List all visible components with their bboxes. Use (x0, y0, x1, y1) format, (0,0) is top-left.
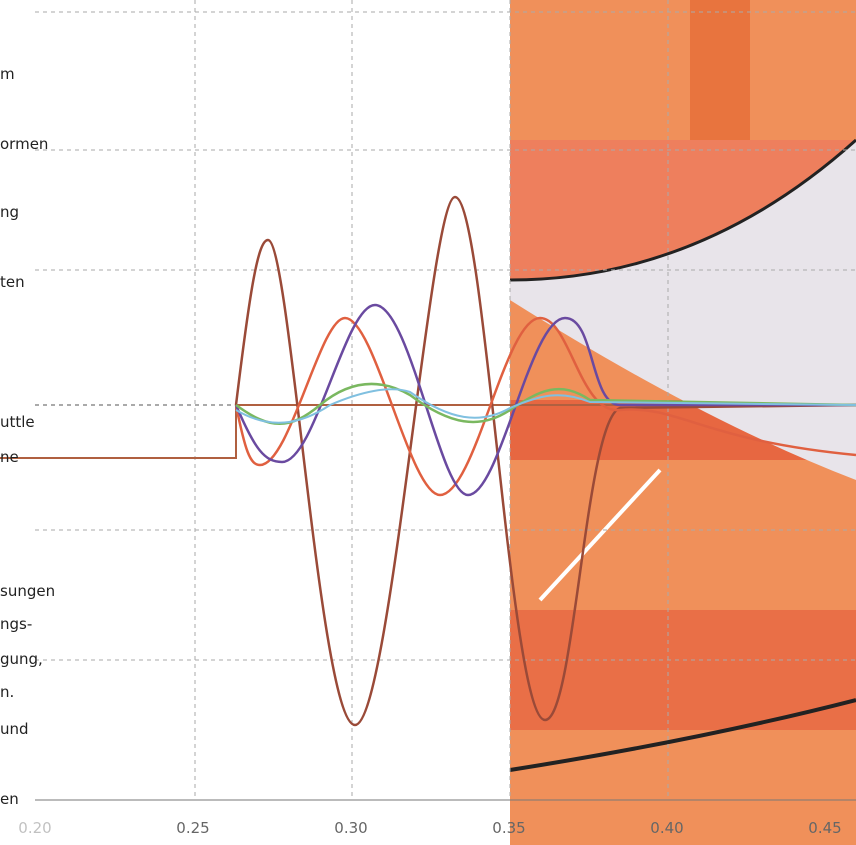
panel (690, 0, 750, 140)
x-tick-label: 0.45 (808, 819, 841, 837)
text-fragment: ngs- (0, 615, 33, 633)
curves (0, 195, 856, 727)
text-fragment: ne (0, 448, 19, 466)
text-fragment: gung, (0, 650, 43, 668)
panel (510, 610, 856, 730)
rail (509, 698, 856, 772)
text-fragment: ng (0, 203, 20, 221)
text-fragment: sungen (0, 582, 56, 600)
text-fragment: en (0, 790, 19, 808)
train-edge (509, 138, 856, 282)
grid (35, 0, 856, 800)
text-fragment: ten (0, 273, 25, 291)
text-fragment: uttle (0, 413, 35, 431)
train (510, 140, 856, 480)
x-tick-label: 0.35 (492, 819, 525, 837)
text-fragment: m (0, 65, 15, 83)
x-tick-label: 0.20 (18, 819, 51, 837)
text-fragment: und (0, 720, 29, 738)
x-tick-label: 0.25 (176, 819, 209, 837)
x-tick-label: 0.30 (334, 819, 367, 837)
rail (538, 468, 662, 602)
text-fragment: n. (0, 683, 15, 701)
text-fragment: ormen (0, 135, 49, 153)
x-tick-label: 0.40 (650, 819, 683, 837)
